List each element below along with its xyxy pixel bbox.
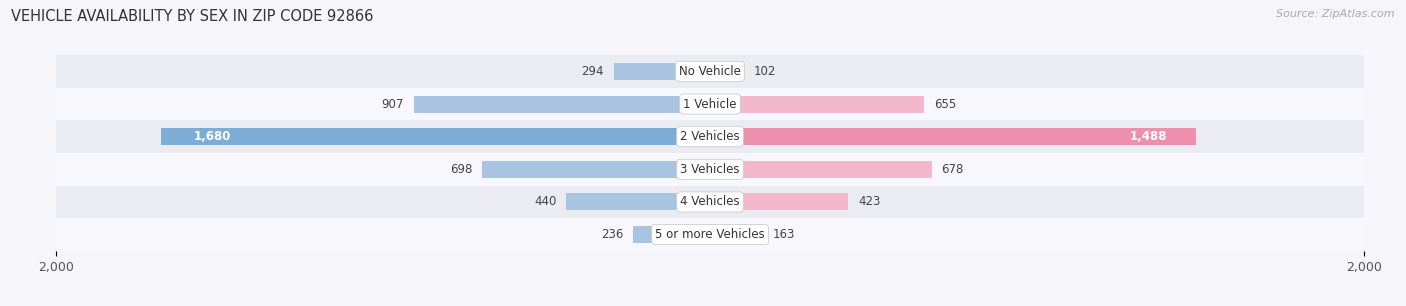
Text: 1,680: 1,680 — [194, 130, 231, 143]
Text: 3 Vehicles: 3 Vehicles — [681, 163, 740, 176]
Text: 1,488: 1,488 — [1130, 130, 1167, 143]
Text: 678: 678 — [942, 163, 965, 176]
Bar — [56, 55, 1364, 88]
Bar — [56, 120, 1364, 153]
Bar — [56, 186, 1364, 218]
Bar — [413, 95, 710, 113]
Text: 907: 907 — [381, 98, 404, 110]
Bar — [633, 226, 710, 243]
Bar — [56, 218, 1364, 251]
Text: 440: 440 — [534, 196, 557, 208]
Text: 423: 423 — [858, 196, 880, 208]
Text: 655: 655 — [934, 98, 956, 110]
Bar — [567, 193, 710, 211]
Bar — [710, 193, 848, 211]
Bar — [710, 95, 924, 113]
Text: 698: 698 — [450, 163, 472, 176]
Text: 163: 163 — [773, 228, 796, 241]
Text: 4 Vehicles: 4 Vehicles — [681, 196, 740, 208]
Text: 236: 236 — [600, 228, 623, 241]
Text: 102: 102 — [754, 65, 776, 78]
Text: No Vehicle: No Vehicle — [679, 65, 741, 78]
Text: Source: ZipAtlas.com: Source: ZipAtlas.com — [1277, 9, 1395, 19]
Text: 2 Vehicles: 2 Vehicles — [681, 130, 740, 143]
Bar — [56, 153, 1364, 186]
Bar — [710, 128, 1197, 145]
Bar — [160, 128, 710, 145]
Bar — [710, 161, 932, 178]
Text: VEHICLE AVAILABILITY BY SEX IN ZIP CODE 92866: VEHICLE AVAILABILITY BY SEX IN ZIP CODE … — [11, 9, 374, 24]
Text: 1 Vehicle: 1 Vehicle — [683, 98, 737, 110]
Bar — [710, 226, 763, 243]
Bar — [56, 88, 1364, 120]
Bar — [614, 63, 710, 80]
Bar — [482, 161, 710, 178]
Text: 294: 294 — [582, 65, 605, 78]
Bar — [710, 63, 744, 80]
Text: 5 or more Vehicles: 5 or more Vehicles — [655, 228, 765, 241]
